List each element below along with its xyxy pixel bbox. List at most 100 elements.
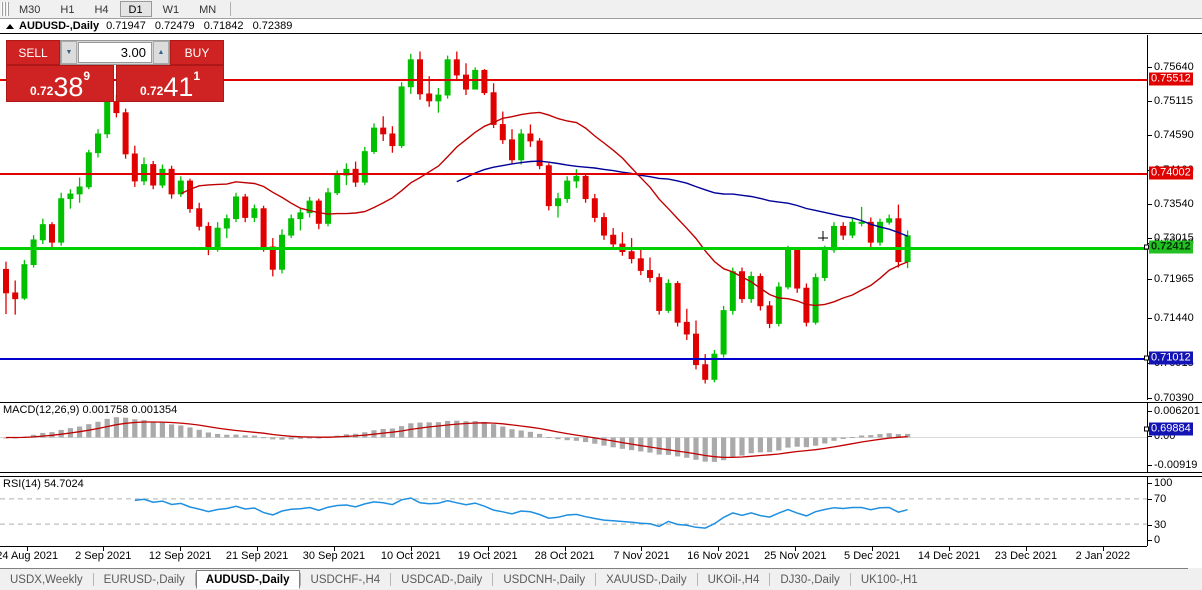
- macd-label: MACD(12,26,9) 0.001758 0.001354: [3, 404, 181, 416]
- buy-button[interactable]: BUY: [170, 40, 224, 65]
- price-tick: [1148, 279, 1152, 280]
- date-scale[interactable]: 24 Aug 2021 2 Sep 2021 12 Sep 2021 21 Sep 2…: [0, 546, 1147, 568]
- date-label: 30 Sep 2021: [302, 550, 366, 562]
- timeframe-h1[interactable]: H1: [60, 4, 75, 16]
- rsi-scale[interactable]: 100 70 30 0: [1147, 476, 1202, 546]
- rsi-tick-label: 0: [1154, 534, 1161, 546]
- price-tick: [1148, 101, 1152, 102]
- timeframe-m30[interactable]: M30: [19, 4, 41, 16]
- volume-decrease-icon[interactable]: ▼: [61, 41, 77, 64]
- timeframe-d1[interactable]: D1: [119, 1, 152, 17]
- date-tick: [103, 547, 105, 551]
- sell-price-pips: 38: [53, 72, 84, 102]
- chart-tab-xauusd--daily[interactable]: XAUUSD-,Daily: [606, 574, 687, 586]
- date-label: 7 Nov 2021: [613, 550, 670, 562]
- collapse-triangle-icon[interactable]: [6, 23, 14, 29]
- sell-price-prefix: 0.72: [29, 84, 54, 98]
- price-tick: [1148, 398, 1152, 399]
- price-tick-label: 0.75115: [1154, 95, 1193, 107]
- level-line-red[interactable]: [0, 79, 1147, 81]
- macd-tick-label: 0.006201: [1154, 405, 1200, 417]
- level-line-blue[interactable]: [0, 358, 1147, 360]
- rsi-tick: [1148, 499, 1152, 500]
- chart-tab-usdcad--daily[interactable]: USDCAD-,Daily: [401, 574, 483, 586]
- price-tick: [1148, 318, 1152, 319]
- volume-increase-icon[interactable]: ▲: [153, 41, 169, 64]
- buy-price-button[interactable]: 0.72 41 1: [116, 65, 224, 102]
- chart-tab-usdx-weekly[interactable]: USDX,Weekly: [10, 574, 83, 586]
- chart-tab-ukoil--h4[interactable]: UKOil-,H4: [707, 574, 760, 586]
- price-tag-red[interactable]: 0.74002: [1149, 166, 1193, 180]
- rsi-tick-label: 70: [1154, 493, 1167, 505]
- price-tag-handle[interactable]: [1144, 244, 1149, 250]
- macd-subwindow[interactable]: MACD(12,26,9) 0.001758 0.001354: [0, 402, 1147, 473]
- tab-divider: [92, 573, 94, 586]
- chart-symbol-label: AUDUSD-,Daily: [19, 20, 100, 32]
- price-tag-blue[interactable]: 0.69884: [1144, 422, 1193, 436]
- ohlc-open: 0.71947: [106, 20, 146, 32]
- date-tick: [641, 547, 643, 551]
- macd-svg: [0, 417, 1147, 462]
- level-line-green[interactable]: [0, 247, 1147, 250]
- toolbar-grip[interactable]: [1, 2, 9, 16]
- price-tag-green[interactable]: 0.72412: [1144, 240, 1193, 254]
- timeframe-toolbar: M30 H1 H4 D1 W1 MN: [0, 0, 1202, 19]
- one-click-trading-panel[interactable]: SELL ▼ 3.00 ▲ BUY 0.72 38 9 0.72 41 1: [6, 40, 224, 102]
- date-label: 24 Aug 2021: [0, 550, 59, 562]
- volume-control[interactable]: ▼ 3.00 ▲: [60, 40, 170, 65]
- price-tag-handle[interactable]: [1144, 355, 1149, 361]
- chart-tab-uk100--h1[interactable]: UK100-,H1: [860, 574, 918, 586]
- date-label: 21 Sep 2021: [225, 550, 289, 562]
- rsi-tick: [1148, 540, 1152, 541]
- tab-bar-right-strip: [1188, 568, 1202, 590]
- date-label: 25 Nov 2021: [764, 550, 827, 562]
- timeframe-mn[interactable]: MN: [199, 4, 217, 16]
- tab-divider: [299, 573, 301, 586]
- price-scale[interactable]: 0.756400.751150.745900.741000.735400.730…: [1144, 35, 1202, 436]
- sell-price-button[interactable]: 0.72 38 9: [6, 65, 114, 102]
- date-tick: [257, 547, 259, 551]
- tab-divider: [390, 573, 392, 586]
- timeframe-h4[interactable]: H4: [94, 4, 109, 16]
- chart-tab-usdcnh--daily[interactable]: USDCNH-,Daily: [503, 574, 586, 586]
- chart-tab-dj30--daily[interactable]: DJ30-,Daily: [780, 574, 840, 586]
- date-label: 2 Jan 2022: [1075, 550, 1131, 562]
- date-label: 28 Oct 2021: [534, 550, 595, 562]
- macd-scale[interactable]: 0.006201 0.00 -0.00919: [1147, 402, 1202, 473]
- price-tag-handle[interactable]: [1144, 426, 1149, 432]
- ohlc-high: 0.72479: [154, 20, 195, 32]
- chart-tab-eurusd--daily[interactable]: EURUSD-,Daily: [103, 574, 185, 586]
- ohlc-close: 0.72389: [252, 20, 293, 32]
- date-tick: [718, 547, 720, 551]
- price-tick-label: 0.74590: [1154, 129, 1194, 141]
- macd-tick-label: -0.00919: [1154, 459, 1198, 471]
- volume-input[interactable]: 3.00: [78, 42, 152, 63]
- rsi-svg: [0, 497, 1147, 529]
- rsi-tick-label: 30: [1154, 519, 1167, 531]
- tab-divider: [194, 573, 196, 586]
- date-tick: [27, 547, 29, 551]
- price-tag-red[interactable]: 0.75512: [1149, 72, 1193, 86]
- date-tick: [564, 547, 566, 551]
- price-tick: [1148, 135, 1152, 136]
- date-label: 12 Sep 2021: [148, 550, 212, 562]
- price-tick: [1148, 238, 1152, 239]
- chart-tab-usdchf--h4[interactable]: USDCHF-,H4: [310, 574, 381, 586]
- buy-price-prefix: 0.72: [139, 84, 164, 98]
- tab-divider: [769, 573, 771, 586]
- sell-button[interactable]: SELL: [6, 40, 60, 65]
- ohlc-low: 0.71842: [203, 20, 244, 32]
- price-tag-blue[interactable]: 0.71012: [1144, 351, 1193, 365]
- candlestick-svg: [3, 51, 911, 384]
- timeframe-w1[interactable]: W1: [162, 4, 180, 16]
- date-tick: [949, 547, 951, 551]
- date-label: 10 Oct 2021: [380, 550, 441, 562]
- rsi-subwindow[interactable]: RSI(14) 54.7024: [0, 476, 1147, 546]
- tab-divider: [595, 573, 597, 586]
- chart-tab-audusd--daily[interactable]: AUDUSD-,Daily: [195, 570, 300, 589]
- date-label: 19 Oct 2021: [457, 550, 518, 562]
- level-line-red[interactable]: [0, 173, 1147, 175]
- price-tick-label: 0.73540: [1154, 198, 1194, 210]
- symbol-header: AUDUSD-,Daily 0.71947 0.72479 0.71842 0.…: [0, 19, 1202, 34]
- rsi-tick-label: 100: [1154, 477, 1173, 489]
